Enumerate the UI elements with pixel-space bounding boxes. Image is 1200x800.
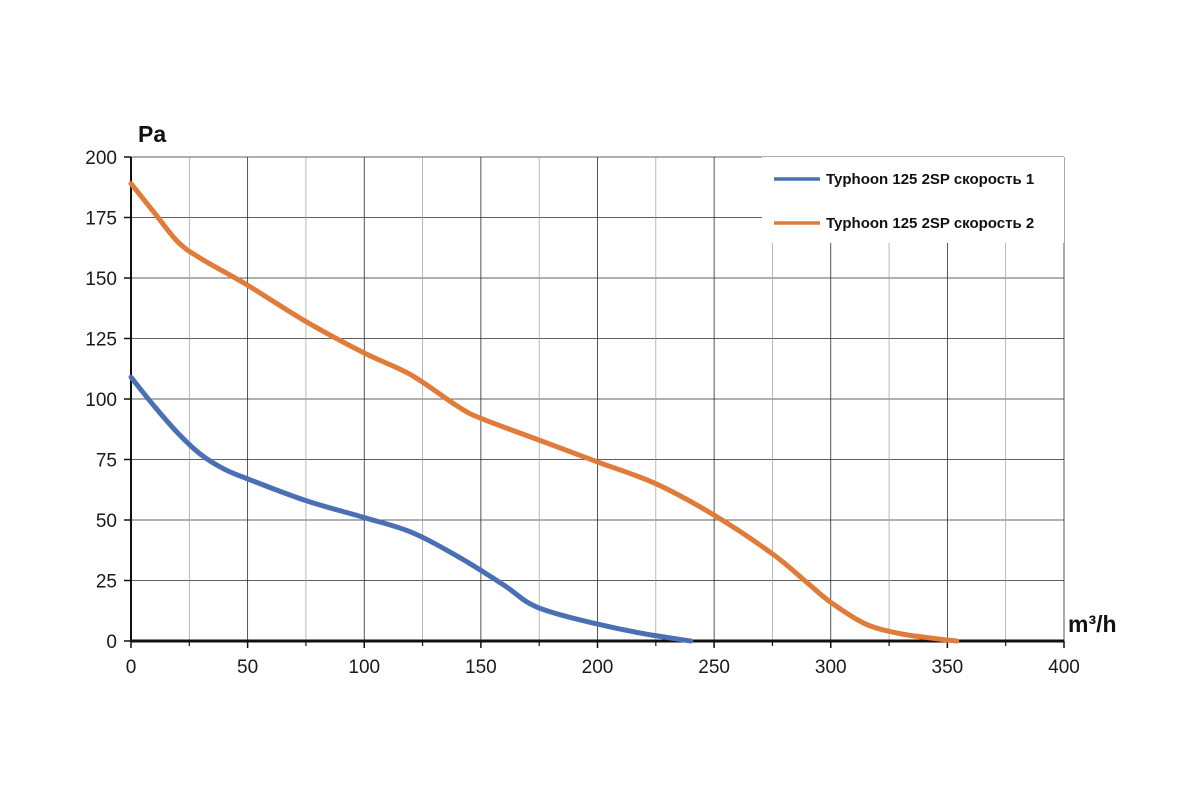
x-tick-label: 350 xyxy=(932,657,964,678)
x-tick-label: 200 xyxy=(582,657,614,678)
x-tick-label: 150 xyxy=(465,657,497,678)
series-group xyxy=(128,181,960,644)
x-tick-label: 400 xyxy=(1048,657,1080,678)
y-tick-label: 150 xyxy=(85,269,117,290)
axes xyxy=(124,156,1065,648)
y-tick-label: 25 xyxy=(96,572,117,593)
legend: Typhoon 125 2SP скорость 1 Typhoon 125 2S… xyxy=(762,157,1064,243)
y-tick-label: 100 xyxy=(85,390,117,411)
tick-labels: 0 50 100 150 200 250 300 350 400 0 25 50 75 100 125 150… xyxy=(85,148,1080,678)
x-tick-label: 50 xyxy=(237,657,258,678)
y-tick-label: 0 xyxy=(106,632,117,653)
y-axis-title: Pa xyxy=(138,121,166,147)
x-tick-label: 300 xyxy=(815,657,847,678)
series-line-1 xyxy=(128,374,694,644)
x-tick-label: 250 xyxy=(698,657,730,678)
legend-label-2: Typhoon 125 2SP скорость 2 xyxy=(826,215,1034,232)
y-tick-label: 50 xyxy=(96,511,117,532)
y-tick-label: 125 xyxy=(85,330,117,351)
x-tick-label: 100 xyxy=(348,657,380,678)
x-axis-title: m³/h xyxy=(1068,611,1117,637)
legend-label-1: Typhoon 125 2SP скорость 1 xyxy=(826,171,1034,188)
y-tick-label: 175 xyxy=(85,209,117,230)
y-tick-label: 200 xyxy=(85,148,117,169)
series-line-2 xyxy=(128,181,960,644)
x-tick-label: 0 xyxy=(126,657,137,678)
y-tick-label: 75 xyxy=(96,451,117,472)
legend-box xyxy=(762,157,1064,243)
